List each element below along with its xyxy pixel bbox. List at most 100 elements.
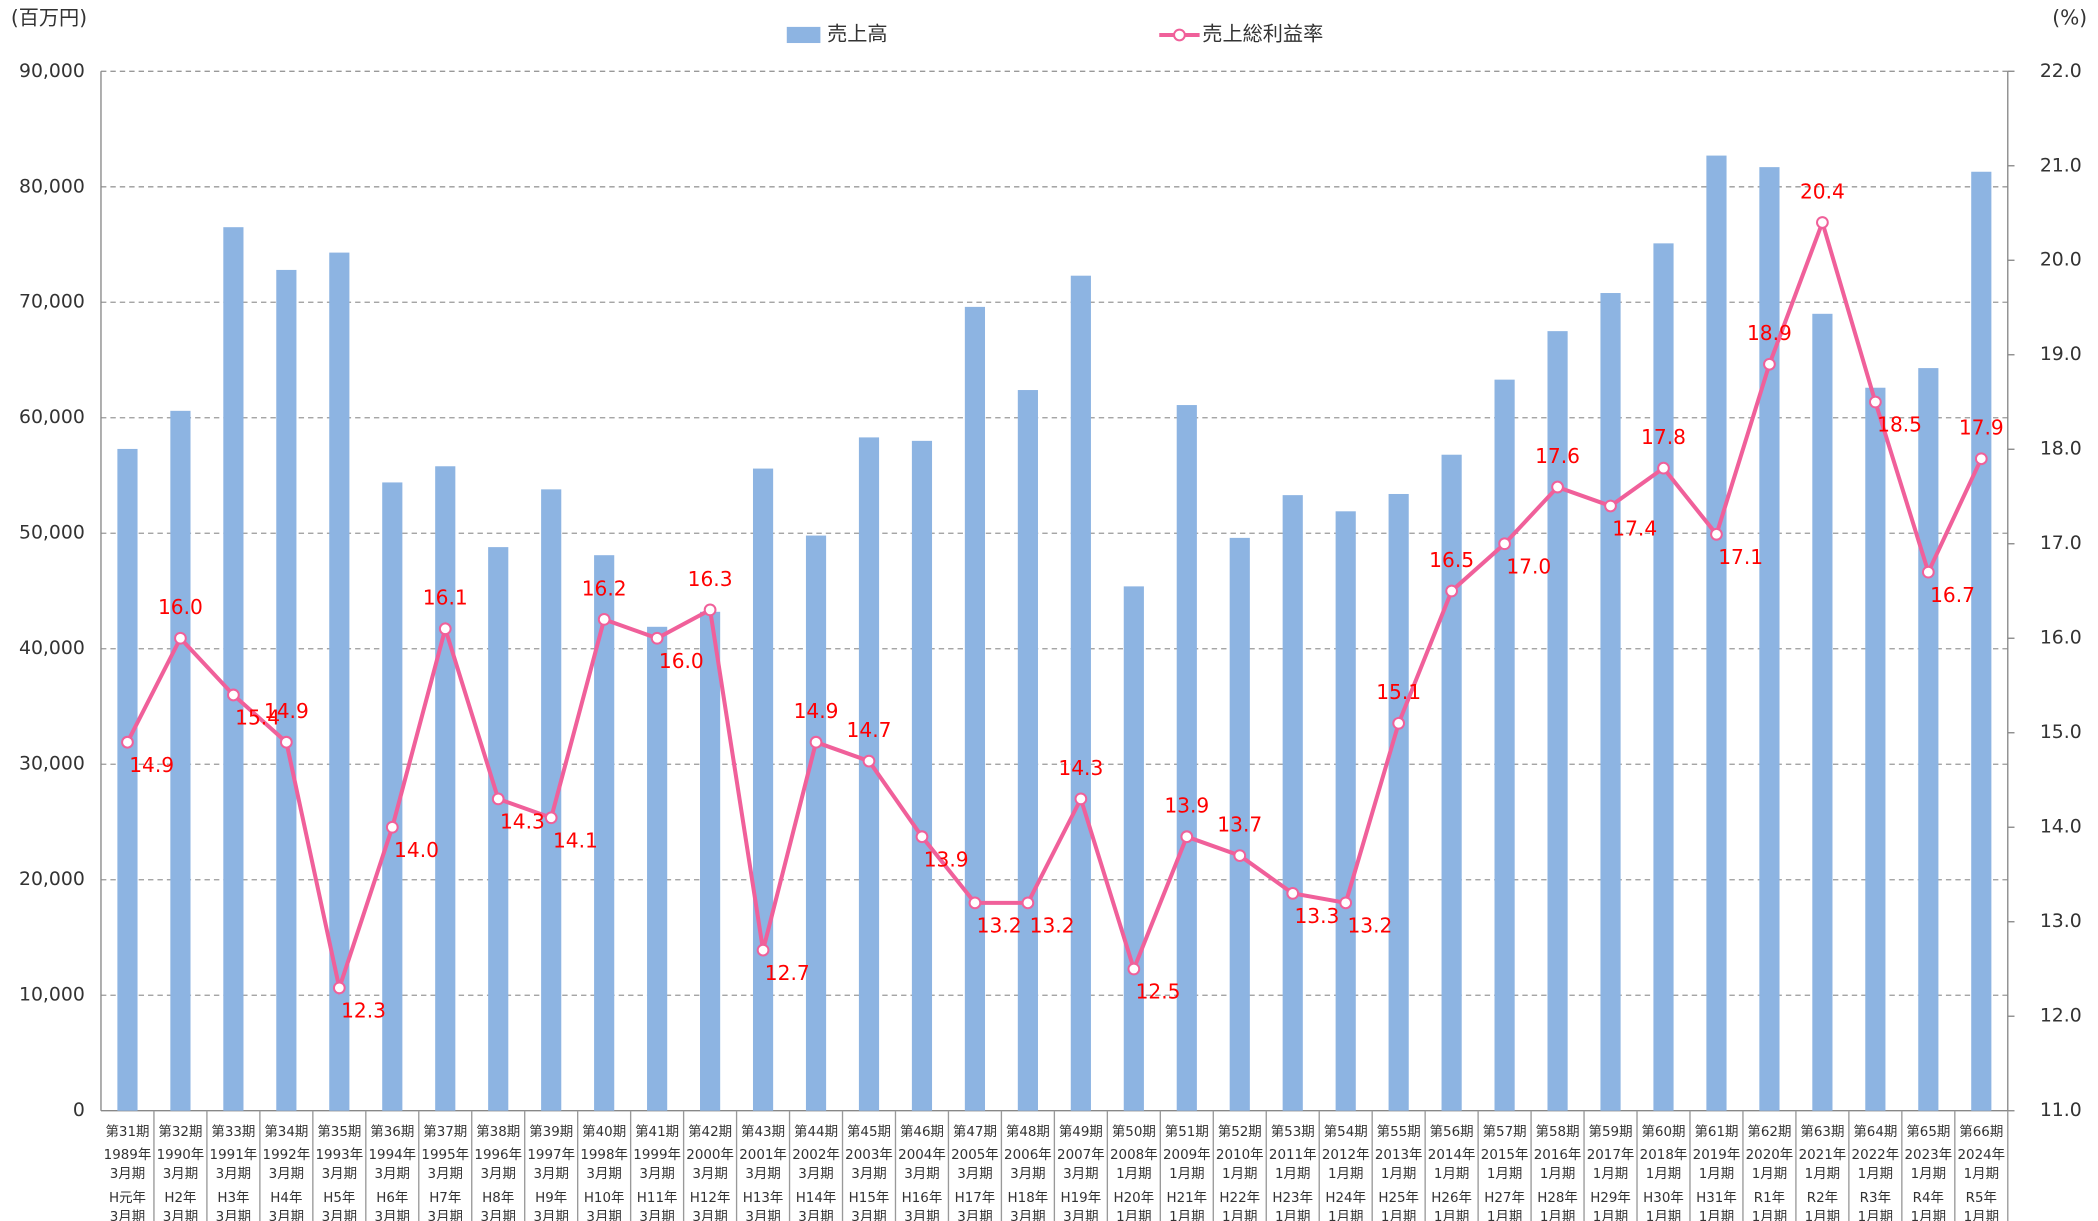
line-marker [1816,216,1829,229]
value-label: 17.6 [1535,444,1580,468]
line-marker [1074,792,1088,806]
x-tick-label: 3月期 [798,1166,833,1182]
x-tick-label: 1990年 [157,1147,205,1163]
x-tick-label: 2009年 [1163,1147,1211,1163]
y2-tick-label: 11.0 [2040,1100,2082,1121]
x-tick-label: 1992年 [263,1147,311,1163]
x-tick-label: 3月期 [533,1209,568,1221]
x-tick-label: 1月期 [1699,1166,1734,1182]
bar [1070,275,1091,1111]
x-tick-label: 3月期 [957,1166,992,1182]
bar [223,227,244,1111]
x-tick-label: 第31期 [105,1123,149,1140]
x-tick-label: 1月期 [1540,1209,1575,1221]
bar [1547,331,1568,1111]
y2-tick-label: 14.0 [2040,817,2082,838]
x-tick-label: 1989年 [104,1147,152,1163]
x-tick-label: 1月期 [1858,1166,1893,1182]
x-tick-label: 3月期 [428,1209,463,1221]
line-marker [862,754,876,768]
x-tick-label: 第60期 [1642,1123,1686,1140]
x-tick-label: 3月期 [639,1209,674,1221]
x-tick-label: 1月期 [1487,1166,1522,1182]
x-tick-label: 第45期 [847,1123,891,1140]
line-marker [915,830,929,844]
bar [488,547,509,1111]
bar [1282,495,1303,1111]
value-label: 12.5 [1136,980,1181,1004]
x-tick-label: 1月期 [1593,1209,1628,1221]
bar [1865,387,1886,1111]
x-tick-label: 第32期 [158,1123,202,1140]
line-marker [1551,480,1564,494]
bar [752,468,774,1111]
line-marker [1498,537,1511,551]
y2-tick-label: 13.0 [2040,911,2082,932]
x-tick-label: 2024年 [1957,1147,2005,1163]
x-tick-label: 1月期 [1540,1166,1575,1182]
x-tick-label: 2004年 [898,1147,946,1163]
value-label: 14.3 [500,810,545,834]
x-tick-label: 2019年 [1693,1147,1741,1163]
x-tick-label: 第58期 [1536,1123,1580,1140]
x-tick-label: 3月期 [481,1166,516,1182]
y2-tick-label: 21.0 [2040,155,2082,176]
line-marker [279,735,293,749]
x-tick-label: 1998年 [580,1147,628,1163]
x-tick-label: 第61期 [1694,1123,1738,1140]
x-tick-label: H11年 [637,1190,678,1206]
x-tick-label: 2022年 [1852,1147,1900,1163]
line-marker [1180,830,1194,844]
x-tick-label: 3月期 [1063,1166,1098,1182]
line-marker [227,688,240,702]
x-tick-label: 2002年 [792,1147,840,1163]
x-tick-label: 第62期 [1747,1123,1791,1140]
value-label: 13.9 [1164,794,1209,818]
x-tick-label: 2021年 [1799,1147,1847,1163]
x-tick-label: H8年 [482,1190,514,1206]
y2-tick-label: 15.0 [2040,722,2082,743]
y2-tick-label: 17.0 [2040,533,2082,554]
value-label: 16.7 [1930,583,1975,607]
x-tick-label: 1月期 [1434,1166,1469,1182]
bar [1494,379,1515,1111]
x-tick-label: 1月期 [1328,1209,1363,1221]
bar [964,306,986,1111]
x-tick-label: H20年 [1114,1190,1155,1206]
bar [647,626,668,1111]
x-tick-label: 3月期 [904,1166,939,1182]
x-tick-label: 1月期 [1434,1209,1469,1221]
x-tick-label: 1月期 [1911,1209,1946,1221]
x-tick-label: H4年 [270,1190,302,1206]
x-tick-label: 2011年 [1269,1147,1317,1163]
x-tick-label: 第56期 [1430,1123,1474,1140]
x-tick-label: 3月期 [1010,1209,1045,1221]
line-marker [1710,527,1723,541]
line-marker [1868,395,1882,409]
bar [1759,167,1780,1111]
x-tick-label: 2005年 [951,1147,999,1163]
bar [1971,171,1992,1111]
y-tick-label: 80,000 [19,176,85,197]
bar [1918,368,1939,1111]
legend-marker [1173,28,1186,42]
x-tick-label: 第49期 [1059,1123,1103,1140]
x-tick-label: 第37期 [423,1123,467,1140]
line-marker [1339,896,1353,910]
x-tick-label: 第63期 [1800,1123,1844,1140]
x-tick-label: 第47期 [953,1123,997,1140]
x-tick-label: 第40期 [582,1123,626,1140]
line-marker [385,820,399,834]
x-tick-label: 1月期 [1858,1209,1893,1221]
x-tick-label: H17年 [955,1190,996,1206]
x-tick-label: R3年 [1860,1190,1891,1206]
value-label: 18.5 [1877,413,1922,437]
line-marker [597,612,611,626]
bar [117,448,138,1111]
x-tick-label: 3月期 [322,1209,357,1221]
x-tick-label: H25年 [1378,1190,1419,1206]
x-tick-label: 2000年 [686,1147,734,1163]
y2-tick-label: 22.0 [2040,61,2082,82]
bar [435,466,456,1111]
x-tick-label: 1997年 [527,1147,575,1163]
